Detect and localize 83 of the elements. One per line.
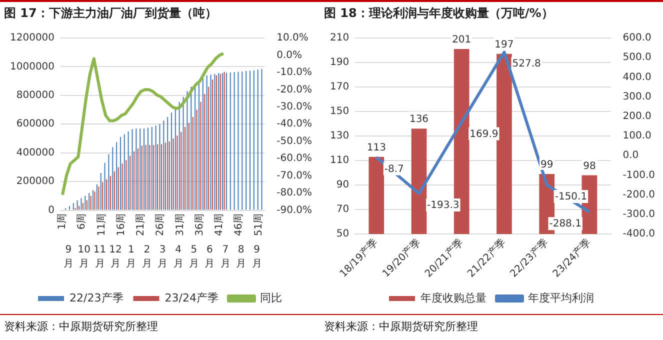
x-tick-label: 26周	[155, 213, 166, 236]
text: 5月	[188, 244, 199, 270]
x-tick-label: 46周	[234, 213, 245, 236]
text: 4月	[173, 244, 184, 270]
x-tick-label: 11周	[96, 213, 108, 236]
y2-tick-label: 400.0	[622, 72, 652, 83]
y2-tick-label: 0.0	[622, 150, 639, 162]
text: 8月	[236, 244, 246, 270]
data-label: 113	[366, 142, 386, 154]
text: 9月	[252, 244, 262, 270]
y2-tick-label: -10.0%	[276, 67, 312, 78]
y-tick-label: 90	[336, 180, 350, 191]
y2-tick-label: 10.0%	[276, 32, 308, 44]
y-tick-label: 50	[336, 228, 350, 240]
y2-tick-label: -400.0	[622, 228, 656, 240]
text: 1月	[126, 244, 136, 270]
legend-label: 22/23产季	[70, 291, 124, 304]
y-tick-label: 70	[336, 204, 350, 216]
y2-tick-label: -70.0%	[276, 170, 312, 182]
x-tick-label: 1周	[57, 213, 68, 230]
y2-tick-label: -200.0	[622, 189, 656, 200]
y-tick-label: 210	[330, 32, 350, 44]
y2-tick-label: -50.0%	[276, 136, 312, 147]
y-tick-label: 0	[48, 204, 55, 216]
x-tick-label: 21周	[136, 213, 147, 236]
text: 12月	[109, 244, 122, 270]
text: 11月	[93, 244, 106, 270]
chart-title: 图 17：下游主力油厂油厂到货量（吨）	[3, 5, 218, 22]
x-tick-label: 6周	[76, 213, 88, 230]
y2-tick-label: -300.0	[622, 208, 656, 220]
y2-tick-label: -90.0%	[276, 204, 312, 216]
y2-tick-label: 500.0	[622, 52, 652, 64]
text: 资料来源：中原期货研究所整理	[0, 314, 320, 339]
data-label: 99	[540, 160, 554, 171]
y-tick-label: 170	[330, 82, 350, 93]
x-tick-label: 36周	[194, 213, 206, 236]
x-tick-label: 51周	[253, 213, 264, 236]
data-label: -8.7	[384, 164, 404, 175]
data-label: -150.1	[554, 192, 588, 203]
data-label: 201	[452, 34, 472, 46]
y-tick-label: 110	[330, 155, 350, 166]
text: 6月	[204, 244, 215, 270]
y2-tick-label: -20.0%	[276, 84, 312, 96]
data-label: -288.1	[549, 218, 582, 230]
data-label: 169.9	[470, 128, 498, 140]
y-tick-label: 200000	[16, 176, 55, 188]
y2-tick-label: 600.0	[622, 32, 652, 44]
y2-tick-label: -60.0%	[276, 153, 312, 164]
legend-label: 23/24产季	[164, 291, 218, 304]
y-tick-label: 1000000	[10, 61, 55, 72]
y2-tick-label: -40.0%	[276, 118, 312, 130]
y-tick-label: 1200000	[10, 32, 55, 44]
text: 7月	[220, 244, 230, 270]
y-tick-label: 190	[330, 57, 350, 68]
x-tick-label: 41周	[214, 213, 226, 236]
data-label: -193.3	[427, 200, 460, 212]
data-label: 527.8	[512, 58, 541, 70]
legend-label: 年度平均利润	[528, 291, 594, 304]
y2-tick-label: 100.0	[622, 130, 652, 142]
data-label: 197	[494, 40, 514, 51]
y2-tick-label: 300.0	[622, 91, 652, 102]
y2-tick-label: -80.0%	[276, 188, 312, 199]
legend-label: 同比	[260, 291, 282, 304]
data-label: 98	[583, 160, 596, 172]
y2-tick-label: -30.0%	[276, 102, 312, 113]
text: 2月	[142, 244, 152, 270]
y-tick-label: 150	[330, 106, 350, 118]
y-tick-label: 130	[330, 130, 350, 142]
y-tick-label: 400000	[16, 147, 55, 158]
chart-title: 图 18：理论利润与年度收购量（万吨/%）	[323, 5, 554, 22]
data-label: 136	[409, 114, 429, 126]
text: 10月	[78, 244, 90, 270]
legend-label: 年度收购总量	[420, 291, 486, 304]
x-tick-label: 31周	[174, 213, 186, 236]
text: 9月	[63, 244, 74, 270]
y2-tick-label: 200.0	[622, 110, 652, 122]
x-tick-label: 16周	[116, 213, 127, 236]
text: 资料来源：中原期货研究所整理	[320, 314, 663, 339]
text: 3月	[158, 244, 168, 270]
y2-tick-label: 0.0%	[276, 50, 302, 61]
y-tick-label: 600000	[16, 118, 55, 130]
y-tick-label: 800000	[16, 90, 55, 102]
y2-tick-label: -100.0	[622, 170, 656, 181]
